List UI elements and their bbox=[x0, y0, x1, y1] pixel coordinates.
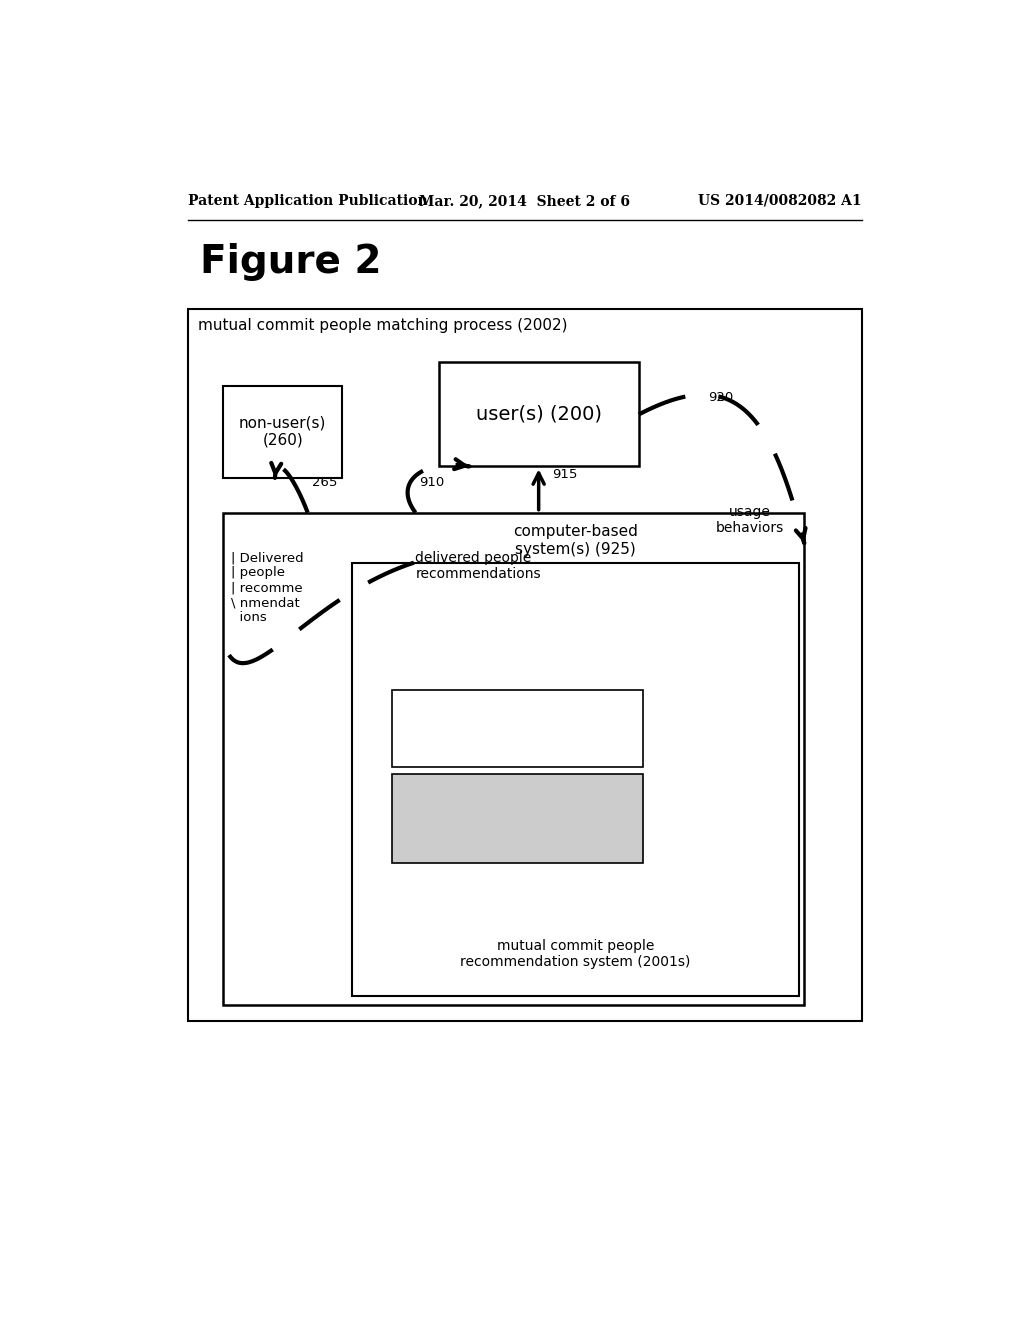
Bar bbox=[352, 562, 799, 997]
Text: 915: 915 bbox=[553, 467, 578, 480]
Text: Patent Application Publication: Patent Application Publication bbox=[188, 194, 428, 207]
Text: Usage behavior information
and inferences (220): Usage behavior information and inference… bbox=[425, 714, 610, 742]
Text: expression of
interest detection
(2520): expression of interest detection (2520) bbox=[458, 797, 577, 840]
Text: mutual commit people
recommendation system (2001s): mutual commit people recommendation syst… bbox=[461, 939, 691, 969]
Bar bbox=[223, 385, 342, 478]
Text: 920: 920 bbox=[708, 391, 733, 404]
Text: user(s) (200): user(s) (200) bbox=[476, 405, 602, 424]
Text: computer-based
system(s) (925): computer-based system(s) (925) bbox=[513, 524, 638, 557]
Text: 265: 265 bbox=[311, 477, 337, 490]
Bar bbox=[392, 689, 643, 767]
Text: US 2014/0082082 A1: US 2014/0082082 A1 bbox=[698, 194, 862, 207]
Text: mutual commit people matching process (2002): mutual commit people matching process (2… bbox=[198, 318, 567, 333]
Text: non-user(s)
(260): non-user(s) (260) bbox=[239, 416, 327, 447]
Bar bbox=[392, 775, 643, 863]
Text: | Delivered
| people
| recomme
\ nmendat
  ions: | Delivered | people | recomme \ nmendat… bbox=[230, 552, 303, 624]
Bar bbox=[188, 309, 862, 1020]
Text: usage
behaviors: usage behaviors bbox=[716, 506, 784, 535]
Text: delivered people
recommendations: delivered people recommendations bbox=[416, 552, 541, 581]
Bar bbox=[438, 363, 639, 466]
Text: Mar. 20, 2014  Sheet 2 of 6: Mar. 20, 2014 Sheet 2 of 6 bbox=[419, 194, 631, 207]
Text: Figure 2: Figure 2 bbox=[200, 243, 381, 281]
Bar bbox=[223, 512, 804, 1006]
Text: 910: 910 bbox=[419, 477, 444, 490]
